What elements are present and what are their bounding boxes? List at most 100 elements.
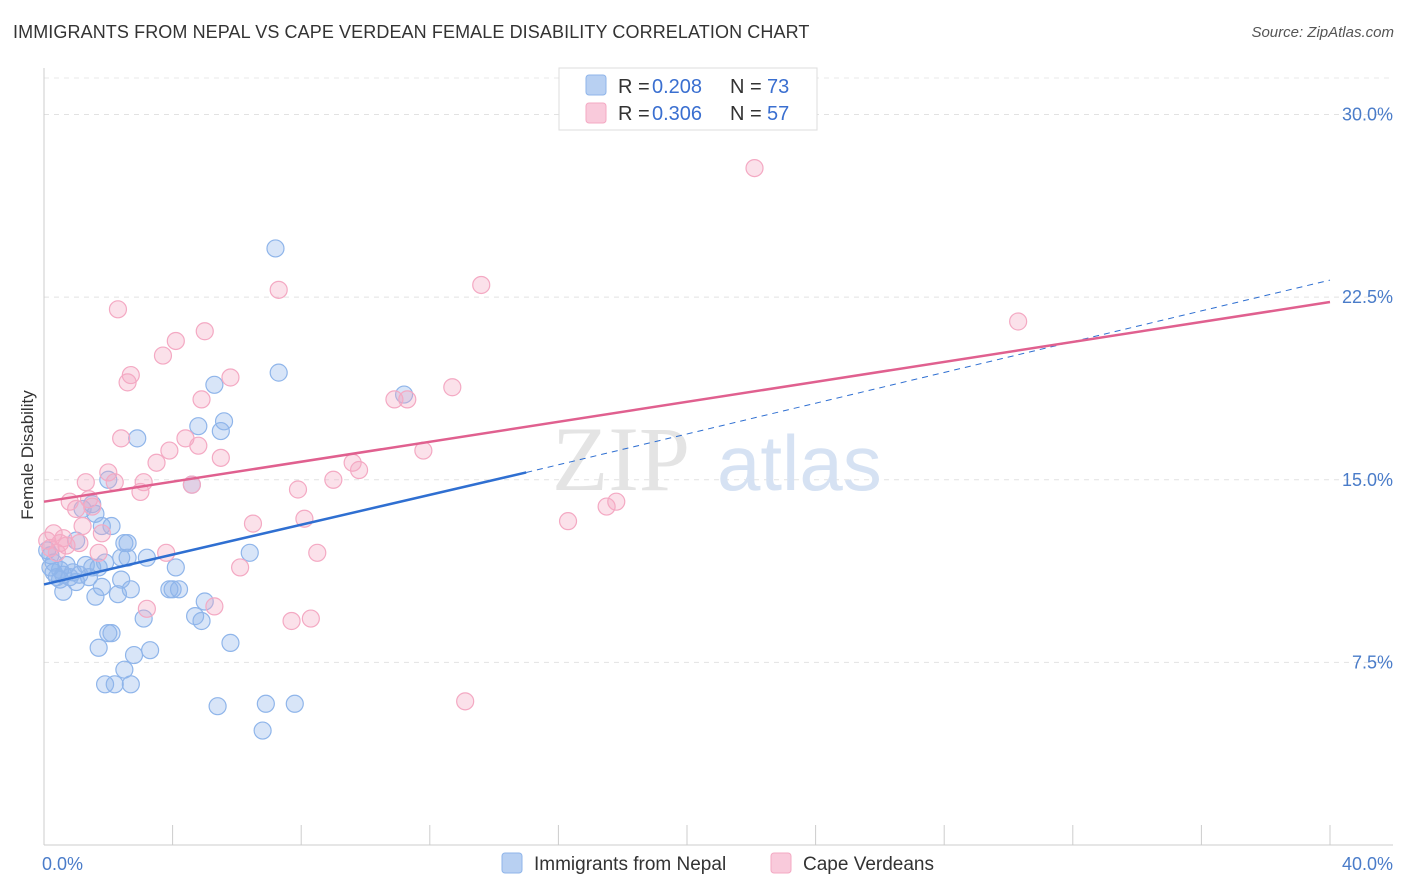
nepal-point: [266, 239, 285, 258]
chart-title: IMMIGRANTS FROM NEPAL VS CAPE VERDEAN FE…: [13, 22, 810, 42]
cape-verdean-point: [1009, 312, 1028, 331]
cape-verdean-point: [166, 331, 185, 351]
gridlines: [44, 77, 1393, 663]
cape-verdean-point: [221, 368, 240, 387]
cape-verdean-point: [76, 473, 95, 492]
cape-verdean-point: [558, 512, 578, 531]
x-tick-label: 40.0%: [1342, 854, 1393, 874]
cape-verdean-point: [157, 543, 176, 562]
nepal-point: [256, 694, 275, 713]
nepal-point: [214, 412, 234, 431]
legend-n-value-nepal: 73: [767, 76, 789, 98]
nepal-point: [92, 577, 111, 596]
cape-verdean-point: [745, 158, 764, 178]
cape-verdean-point: [92, 524, 111, 543]
nepal-point: [112, 570, 131, 589]
source-label: Source: ZipAtlas.com: [1251, 24, 1394, 41]
nepal-point: [189, 417, 208, 436]
nepal-point: [89, 638, 108, 657]
nepal-point: [134, 609, 153, 628]
legend-n-value-cape-verdean: 57: [767, 103, 789, 125]
nepal-trend-line: [43, 471, 527, 586]
cape-verdean-point: [349, 460, 369, 480]
cape-verdean-point: [137, 599, 156, 618]
nepal-point: [285, 694, 304, 713]
cape-verdean-point: [99, 463, 118, 482]
cape-verdean-point: [108, 300, 128, 319]
cape-verdean-point: [456, 692, 475, 711]
cape-verdean-point: [398, 390, 417, 409]
nepal-point: [163, 580, 182, 599]
nepal-point: [124, 645, 144, 665]
cape-verdean-point: [189, 436, 208, 455]
nepal-point: [166, 558, 185, 577]
nepal-point: [394, 385, 414, 404]
cape-verdean-point: [282, 611, 301, 631]
cape-verdean-point: [83, 497, 102, 516]
nepal-point: [102, 516, 121, 536]
bottom-legend-label-cape-verdean: Cape Verdeans: [803, 854, 934, 875]
cape-verdean-point: [89, 543, 108, 562]
legend-swatch-nepal: [585, 74, 607, 96]
cape-verdean-point: [269, 280, 288, 299]
legend-r-label-cape-verdean: R =: [618, 103, 650, 125]
legend: R = 0.208 N = 73 R = 0.306 N = 57: [558, 67, 818, 131]
legend-r-label-nepal: R =: [618, 76, 650, 98]
bottom-legend: Immigrants from Nepal Cape Verdeans: [501, 852, 934, 875]
watermark: ZIP atlas: [552, 408, 882, 510]
nepal-point: [128, 429, 147, 448]
cape-verdean-point: [308, 543, 327, 562]
cape-verdean-point: [324, 470, 343, 489]
cape-verdean-point: [301, 609, 320, 628]
cape-verdean-point: [73, 516, 92, 536]
x-tick-labels: 0.0% 40.0%: [42, 854, 1393, 874]
nepal-point: [211, 421, 230, 441]
nepal-point: [102, 624, 121, 643]
cape-verdean-point: [443, 378, 462, 397]
nepal-trend-extension: [526, 279, 1331, 473]
nepal-point: [137, 548, 156, 567]
nepal-point: [86, 587, 105, 606]
legend-swatch-cape-verdean: [585, 102, 607, 124]
nepal-point: [105, 675, 124, 694]
nepal-point: [221, 633, 240, 653]
legend-n-label-cape-verdean: N =: [730, 103, 762, 125]
bottom-legend-label-nepal: Immigrants from Nepal: [534, 854, 726, 875]
legend-r-value-cape-verdean: 0.306: [652, 103, 702, 125]
nepal-point: [169, 580, 189, 599]
bottom-legend-swatch-cape-verdean: [770, 852, 792, 874]
watermark-atlas: atlas: [717, 419, 882, 507]
nepal-point: [195, 592, 214, 611]
cape-verdean-point: [472, 275, 491, 295]
cape-verdean-point: [105, 473, 124, 492]
nepal-point: [253, 721, 272, 740]
bottom-legend-swatch-nepal: [501, 852, 523, 874]
cape-verdean-point: [288, 480, 308, 499]
y-tick-labels: 7.5% 15.0% 22.5% 30.0%: [1342, 105, 1393, 673]
cape-verdean-point: [70, 533, 89, 553]
x-tick-label: 0.0%: [42, 854, 83, 874]
y-axis-label: Female Disability: [18, 390, 37, 520]
trend-lines: [43, 279, 1331, 586]
cape-verdean-point: [211, 448, 230, 467]
nepal-point: [208, 697, 227, 716]
cape-verdean-point: [153, 346, 173, 365]
cape-verdean-point: [195, 322, 214, 341]
cape-verdean-point: [243, 514, 263, 533]
cape-verdean-point: [147, 453, 166, 472]
nepal-point: [121, 580, 140, 599]
cape-verdean-trend-line: [43, 300, 1331, 503]
cape-verdean-point: [607, 492, 626, 511]
cape-verdean-point: [44, 524, 63, 543]
cape-verdean-point: [231, 558, 250, 577]
cape-verdean-point: [192, 390, 211, 409]
y-tick-label: 22.5%: [1342, 287, 1393, 307]
cape-verdean-point: [160, 441, 179, 460]
nepal-point: [192, 611, 211, 631]
cape-verdean-point: [121, 365, 140, 385]
nepal-point: [118, 533, 137, 553]
y-tick-label: 15.0%: [1342, 470, 1393, 490]
watermark-zip: ZIP: [552, 408, 690, 510]
nepal-point: [240, 543, 259, 562]
nepal-point: [121, 675, 140, 694]
